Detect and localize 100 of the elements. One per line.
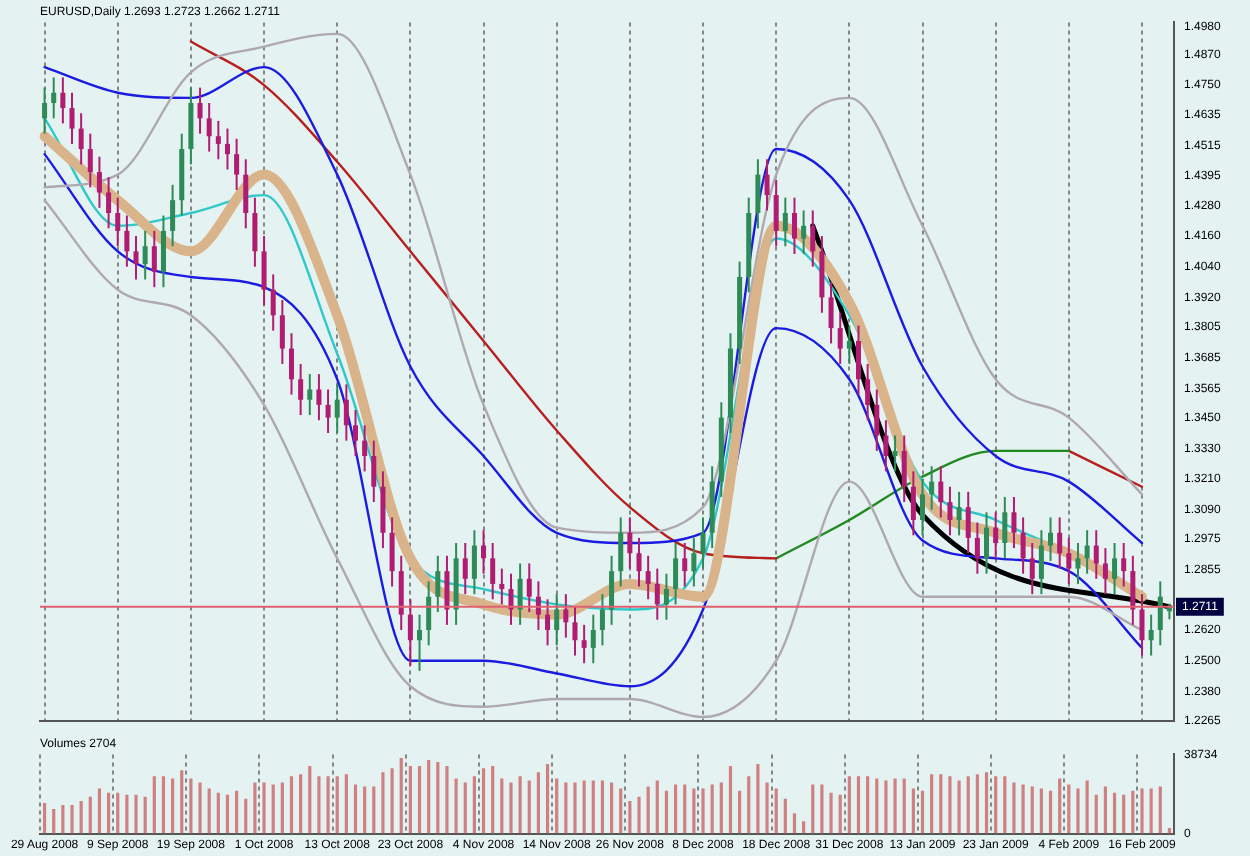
candlestick: [1084, 529, 1090, 575]
candlestick: [69, 91, 75, 145]
candlestick: [151, 229, 157, 289]
candlestick: [87, 132, 93, 189]
candlestick: [1148, 613, 1154, 657]
candlestick: [334, 383, 340, 434]
candlestick: [618, 516, 624, 588]
candlestick: [764, 158, 770, 212]
candlestick: [974, 521, 980, 575]
candlestick: [1038, 529, 1044, 596]
candlestick: [965, 490, 971, 555]
candlestick: [883, 419, 889, 473]
candlestick: [947, 485, 953, 537]
candlestick: [1102, 547, 1108, 596]
candlestick: [782, 196, 788, 248]
candlestick: [1075, 542, 1081, 585]
candlestick: [1130, 554, 1136, 626]
candlestick: [160, 214, 166, 289]
candlestick: [517, 562, 523, 626]
candlestick: [801, 209, 807, 255]
candlestick: [1157, 580, 1163, 647]
candlestick: [572, 605, 578, 657]
candlestick: [1112, 542, 1118, 596]
candlestick: [261, 235, 267, 307]
candlestick: [380, 470, 386, 550]
candlestick: [956, 490, 962, 537]
candlestick: [663, 572, 669, 621]
candlestick: [700, 516, 706, 570]
candlestick: [115, 196, 121, 248]
candlestick: [810, 209, 816, 268]
candlestick: [636, 536, 642, 588]
candlestick: [1002, 495, 1008, 560]
candlestick: [252, 196, 258, 268]
candlestick: [298, 362, 304, 417]
candlestick: [526, 562, 532, 614]
candlestick: [343, 383, 349, 442]
candlestick: [279, 298, 285, 365]
candlestick: [435, 554, 441, 614]
candlestick: [188, 86, 194, 166]
candlestick: [325, 388, 331, 434]
candlestick: [929, 465, 935, 511]
candlestick: [1121, 542, 1127, 588]
candlestick: [142, 229, 148, 281]
candlestick: [874, 388, 880, 452]
candlestick: [855, 324, 862, 396]
candlestick: [1066, 536, 1072, 585]
candlestick: [407, 598, 413, 667]
candlestick: [901, 434, 907, 504]
line-series: [189, 40, 778, 560]
candlestick: [124, 214, 130, 268]
candlestick: [892, 434, 898, 473]
candlestick: [206, 101, 212, 153]
candlestick: [1057, 516, 1063, 570]
candlestick: [846, 324, 852, 365]
candlestick: [51, 76, 57, 120]
candlestick: [371, 439, 377, 504]
candlestick: [288, 332, 295, 396]
candlestick: [1029, 542, 1035, 596]
candlestick: [417, 613, 423, 672]
candlestick: [609, 554, 615, 626]
candlestick: [682, 542, 688, 588]
line-series: [774, 449, 1071, 560]
candlestick: [993, 511, 999, 560]
candlestick: [910, 470, 916, 537]
candlestick: [471, 529, 477, 596]
candlestick: [426, 580, 432, 647]
candlestick: [938, 465, 944, 519]
candlestick: [691, 536, 697, 588]
candlestick: [197, 86, 203, 135]
candlestick: [984, 511, 990, 575]
candlestick: [42, 86, 48, 135]
candlestick: [234, 137, 240, 191]
candlestick: [1048, 516, 1054, 562]
candlestick: [563, 593, 569, 639]
candlestick: [1139, 593, 1145, 657]
candlestick: [490, 542, 496, 601]
candlestick: [60, 76, 66, 125]
candlestick: [773, 178, 779, 248]
candlestick: [865, 362, 871, 422]
candlestick: [791, 196, 797, 255]
candlestick: [352, 408, 359, 458]
candlestick: [462, 542, 468, 596]
candlestick: [919, 478, 926, 537]
candlestick: [645, 554, 651, 601]
candlestick: [581, 623, 587, 665]
candlestick: [627, 516, 633, 570]
candlestick: [362, 424, 368, 473]
candlestick: [673, 542, 679, 606]
candlestick: [1011, 495, 1017, 550]
candlestick: [755, 158, 761, 230]
candlestick: [224, 127, 230, 171]
candlestick: [215, 119, 221, 161]
candlestick: [654, 567, 660, 621]
candlestick: [78, 112, 84, 166]
candlestick: [481, 529, 487, 575]
candlestick: [819, 235, 825, 314]
candlestick: [270, 273, 276, 332]
candlestick: [243, 158, 249, 230]
candlestick: [133, 235, 139, 281]
candlestick: [170, 183, 176, 248]
